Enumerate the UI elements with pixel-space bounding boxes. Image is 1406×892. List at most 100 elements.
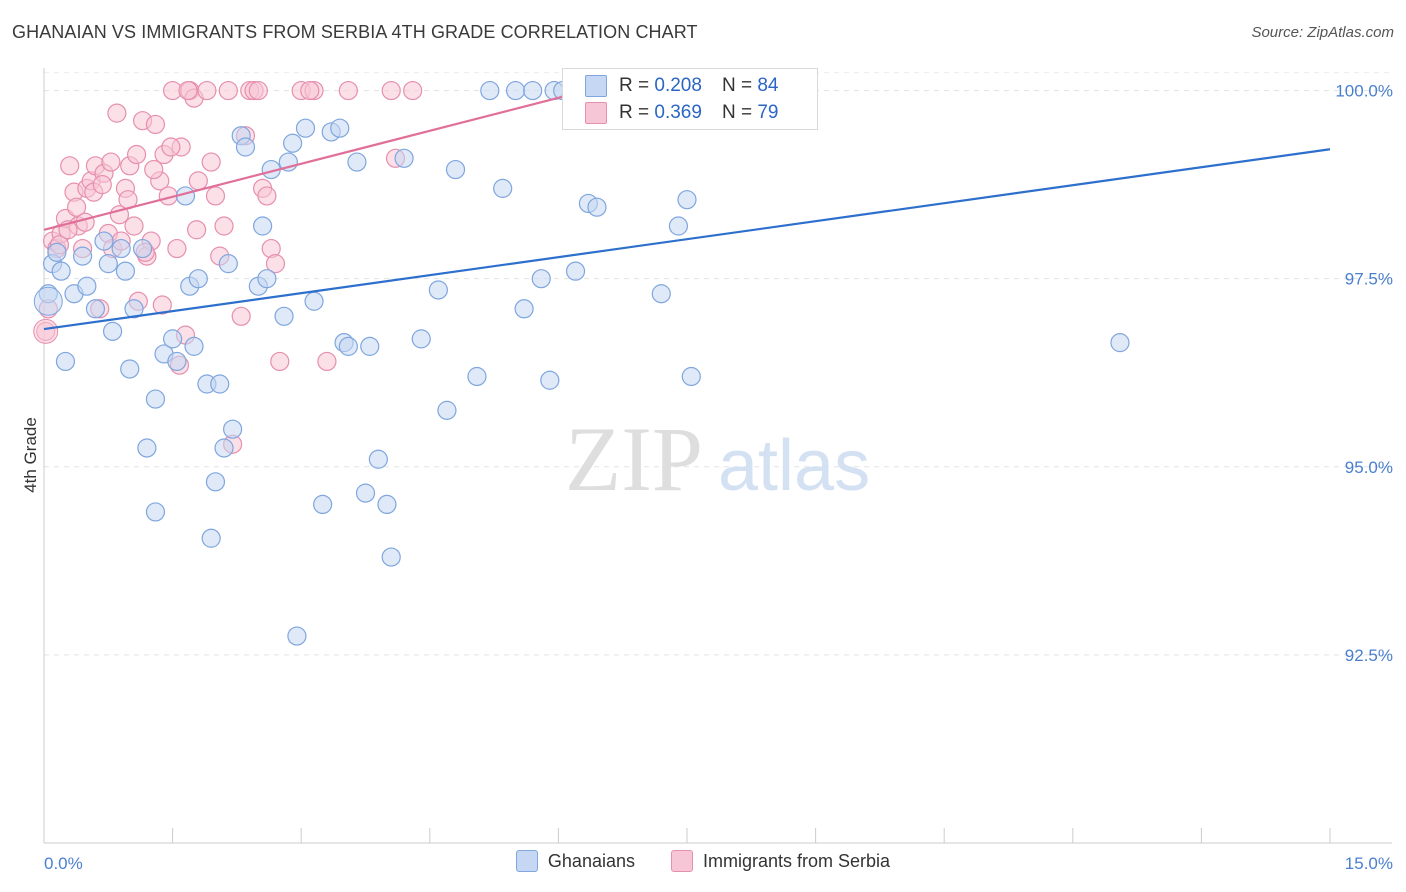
point-serbia (60, 156, 80, 176)
point-ghanaians (313, 494, 333, 515)
point-serbia (152, 295, 172, 315)
point-ghanaians (145, 502, 166, 522)
point-ghanaians (368, 449, 388, 469)
point-ghanaians (295, 118, 316, 138)
point-ghanaians (55, 351, 76, 372)
point-serbia (265, 254, 286, 274)
point-ghanaians (167, 351, 187, 372)
point-ghanaians (493, 178, 513, 198)
x-tick-label-min: 0.0% (44, 854, 83, 873)
point-ghanaians (1110, 333, 1130, 353)
point-ghanaians (428, 280, 448, 300)
legend-label-ghanaians: Ghanaians (547, 850, 635, 871)
point-ghanaians (94, 231, 114, 251)
point-serbia (231, 306, 251, 326)
watermark-zip: ZIP (565, 408, 703, 510)
point-ghanaians (304, 291, 324, 311)
point-ghanaians (111, 238, 131, 259)
x-tick-label-max: 15.0% (1345, 854, 1393, 873)
point-serbia (218, 80, 238, 101)
point-ghanaians (651, 284, 671, 304)
stats-pink-n-value: 79 (757, 102, 779, 123)
point-ghanaians (437, 400, 457, 420)
point-serbia (124, 216, 144, 236)
point-ghanaians (132, 238, 153, 259)
legend-swatch-pink (671, 850, 693, 872)
point-ghanaians (330, 118, 350, 138)
point-serbia (75, 212, 95, 232)
point-ghanaians (47, 242, 67, 262)
y-tick-label: 95.0% (1345, 458, 1393, 477)
point-ghanaians (480, 80, 500, 101)
watermark-atlas: atlas (718, 426, 870, 506)
trendline-ghanaians (43, 148, 1331, 331)
y-tick-label: 100.0% (1335, 82, 1393, 101)
point-ghanaians (514, 299, 534, 319)
point-serbia (381, 80, 401, 101)
point-serbia (161, 137, 181, 157)
stats-pink-r-value: 0.369 (654, 102, 702, 123)
point-serbia (338, 80, 358, 101)
stats-blue-n-label: N = (721, 75, 753, 96)
point-ghanaians (253, 216, 273, 236)
point-ghanaians (98, 254, 118, 274)
point-serbia (270, 351, 290, 372)
stats-pink-r-label: R = (619, 102, 650, 123)
point-ghanaians (681, 366, 701, 387)
point-serbia-large (33, 318, 59, 344)
point-ghanaians (184, 336, 204, 356)
point-ghanaians (137, 438, 157, 458)
point-ghanaians (274, 306, 294, 326)
point-ghanaians (394, 148, 414, 168)
point-serbia (317, 351, 337, 372)
point-ghanaians (235, 137, 256, 157)
stats-blue-r-value: 0.208 (654, 75, 702, 96)
point-ghanaians (115, 261, 136, 281)
point-serbia (188, 171, 208, 191)
point-ghanaians-large (33, 286, 63, 316)
stats-row-blue: R = 0.208 N = 84 (585, 73, 778, 99)
point-ghanaians (445, 159, 466, 180)
point-ghanaians (205, 472, 226, 492)
point-serbia (197, 80, 217, 101)
point-ghanaians (210, 374, 230, 394)
point-ghanaians (467, 366, 487, 387)
y-axis-label: 4th Grade (21, 417, 40, 493)
point-ghanaians (72, 246, 93, 266)
point-ghanaians (565, 261, 586, 281)
point-ghanaians (51, 261, 71, 281)
point-ghanaians (283, 133, 303, 153)
point-ghanaians (360, 336, 380, 356)
point-ghanaians (85, 299, 106, 319)
point-ghanaians (347, 152, 367, 172)
point-serbia (145, 114, 166, 135)
point-serbia (178, 80, 198, 101)
point-ghanaians (668, 216, 689, 236)
point-serbia (187, 220, 207, 240)
point-ghanaians (523, 80, 543, 101)
point-ghanaians (531, 269, 551, 289)
point-ghanaians (411, 329, 431, 349)
point-ghanaians (257, 269, 277, 289)
point-ghanaians (355, 483, 376, 503)
stats-blue-n-value: 84 (757, 75, 779, 96)
point-serbia (205, 186, 226, 206)
point-ghanaians (223, 419, 243, 439)
legend-item-serbia[interactable]: Immigrants from Serbia (671, 850, 890, 872)
point-ghanaians (124, 299, 144, 319)
point-ghanaians (505, 80, 526, 101)
y-tick-label: 92.5% (1345, 646, 1393, 665)
point-ghanaians (145, 389, 166, 409)
chart-title: GHANAIAN VS IMMIGRANTS FROM SERBIA 4TH G… (12, 22, 698, 42)
y-tick-label: 97.5% (1345, 270, 1393, 289)
legend-item-ghanaians[interactable]: Ghanaians (515, 850, 635, 872)
point-ghanaians (102, 321, 123, 341)
trendline-serbia (43, 85, 602, 231)
point-ghanaians (381, 547, 401, 567)
point-ghanaians (338, 336, 358, 356)
point-serbia (101, 152, 121, 172)
point-serbia (248, 80, 268, 101)
point-serbia (214, 216, 234, 236)
point-ghanaians (77, 276, 97, 296)
